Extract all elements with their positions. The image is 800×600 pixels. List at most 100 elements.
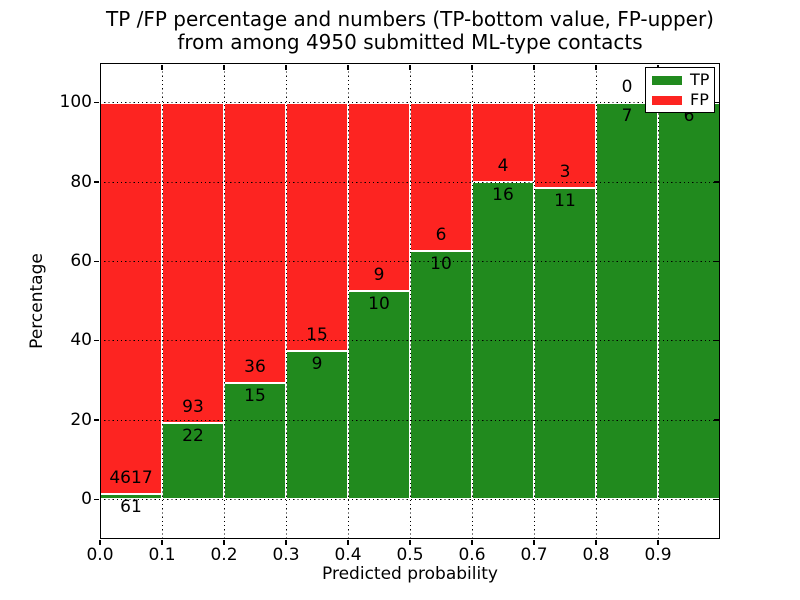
x-axis-tick-top — [533, 64, 535, 70]
x-axis-tick — [161, 540, 163, 545]
x-axis-tick — [471, 540, 473, 545]
x-axis-tick-top — [285, 64, 287, 70]
legend-label-fp: FP — [690, 90, 709, 109]
x-axis-tick-top — [223, 64, 225, 70]
bar-tp-segment — [348, 290, 410, 500]
bar-tp-count-label: 16 — [492, 185, 514, 205]
bar-fp-count-label: 36 — [244, 356, 266, 377]
vertical-gridline — [595, 63, 597, 539]
bar-fp-count-label: 6 — [435, 225, 447, 246]
bar-tp-count-label: 10 — [430, 254, 452, 275]
chart-title: TP /FP percentage and numbers (TP-bottom… — [100, 8, 720, 54]
bar-fp-count-label: 4617 — [109, 468, 153, 489]
bar-fp-segment — [224, 102, 286, 383]
plot-area: 461761932236151599106104163110706 — [100, 63, 720, 539]
bar-tp-count-label: 11 — [554, 190, 576, 211]
y-axis-tick — [94, 339, 99, 342]
bar-tp-count-label: 22 — [182, 426, 204, 447]
x-tick-label: 0.2 — [210, 545, 238, 565]
x-axis-tick-top — [161, 64, 163, 70]
bar-fp-segment — [100, 102, 162, 495]
bar-tp-count-label: 6 — [683, 105, 695, 126]
y-tick-label: 40 — [70, 330, 92, 351]
vertical-gridline — [223, 63, 225, 539]
chart-title-line1: TP /FP percentage and numbers (TP-bottom… — [106, 7, 714, 31]
y-axis-tick-right — [713, 101, 719, 104]
y-axis-tick-right — [713, 419, 719, 421]
legend-swatch-fp-icon — [652, 95, 682, 105]
y-tick-label: 80 — [70, 171, 92, 192]
y-tick-label: 100 — [59, 92, 92, 113]
y-axis-tick-right — [713, 181, 719, 183]
bar-fp-count-label: 15 — [306, 324, 328, 345]
y-axis-tick — [94, 181, 99, 183]
vertical-gridline — [533, 63, 535, 539]
bar-fp-count-label: 3 — [559, 161, 571, 182]
bar-fp-segment — [286, 102, 348, 351]
bar-tp-segment — [410, 251, 472, 500]
x-tick-label: 0.3 — [272, 545, 300, 565]
bar-fp-count-label: 93 — [182, 397, 204, 418]
x-tick-label: 0.1 — [148, 545, 176, 565]
y-axis-tick-right — [713, 339, 719, 342]
x-tick-label: 0.9 — [644, 545, 672, 565]
x-tick-label: 0.6 — [458, 545, 486, 565]
legend-row-tp: TP — [652, 72, 714, 88]
legend-swatch-tp-icon — [652, 75, 682, 85]
bar-fp-segment — [534, 102, 596, 188]
x-tick-label: 0.0 — [86, 545, 114, 565]
x-tick-label: 0.4 — [334, 545, 362, 565]
bar-tp-count-label: 10 — [368, 293, 390, 314]
x-axis-tick-top — [409, 64, 411, 70]
x-axis-tick-top — [595, 64, 597, 70]
bar-fp-segment — [410, 102, 472, 252]
vertical-gridline — [285, 63, 287, 539]
y-axis-tick — [94, 498, 99, 501]
x-axis-tick-top — [471, 64, 473, 70]
chart-title-line2: from among 4950 submitted ML-type contac… — [177, 30, 643, 54]
vertical-gridline — [161, 63, 163, 539]
bar-tp-segment — [162, 423, 224, 500]
x-axis-tick — [99, 540, 101, 545]
bar-tp-segment — [658, 102, 720, 500]
y-axis-tick-right — [713, 260, 719, 263]
legend-label-tp: TP — [690, 70, 710, 89]
bar-tp-count-label: 61 — [120, 497, 142, 518]
bar-fp-count-label: 9 — [373, 264, 385, 285]
x-axis-label: Predicted probability — [322, 564, 498, 584]
x-axis-tick — [285, 540, 287, 545]
bar-tp-count-label: 9 — [311, 353, 323, 374]
x-axis-tick — [409, 540, 411, 545]
y-axis-tick — [94, 419, 99, 421]
bar-fp-count-label: 4 — [497, 156, 509, 176]
x-axis-tick — [595, 540, 597, 545]
legend: TP FP — [645, 67, 715, 113]
y-axis-tick — [94, 260, 99, 263]
bar-tp-segment — [596, 102, 658, 500]
y-axis-label: Percentage — [27, 253, 47, 349]
y-tick-label: 60 — [70, 250, 92, 271]
y-tick-label: 20 — [70, 409, 92, 430]
vertical-gridline — [347, 63, 349, 539]
y-axis-tick — [94, 101, 99, 104]
legend-row-fp: FP — [652, 92, 714, 108]
vertical-gridline — [471, 63, 473, 539]
y-axis-tick-right — [713, 498, 719, 501]
vertical-gridline — [657, 63, 659, 539]
x-tick-label: 0.5 — [396, 545, 424, 565]
x-tick-label: 0.8 — [582, 545, 610, 565]
bar-tp-count-label: 15 — [244, 385, 266, 406]
bar-tp-segment — [286, 350, 348, 500]
bar-fp-segment — [472, 102, 534, 182]
x-axis-tick — [533, 540, 535, 545]
bar-fp-segment — [348, 102, 410, 291]
x-tick-label: 0.7 — [520, 545, 548, 565]
x-axis-tick-top — [347, 64, 349, 70]
y-tick-label: 0 — [81, 488, 92, 509]
bar-tp-segment — [534, 187, 596, 500]
x-axis-tick — [347, 540, 349, 545]
bar-fp-count-label: 0 — [621, 76, 633, 97]
vertical-gridline — [409, 63, 411, 539]
bar-tp-count-label: 7 — [621, 105, 633, 126]
